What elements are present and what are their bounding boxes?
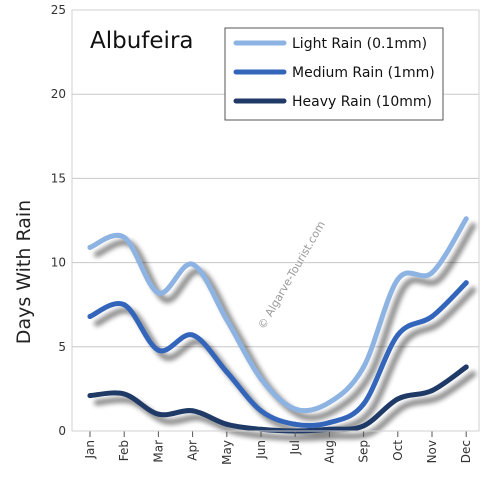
y-tick-label: 5 — [58, 340, 66, 354]
data-point — [429, 388, 435, 394]
data-point — [361, 401, 367, 407]
x-tick-label: Nov — [425, 440, 439, 463]
data-point — [121, 302, 127, 308]
series-shadow-3 — [94, 371, 477, 441]
y-axis-label: Days With Rain — [13, 200, 35, 344]
x-tick-label: Sep — [357, 440, 371, 463]
y-tick-label: 15 — [51, 171, 66, 185]
x-tick-label: Apr — [186, 440, 200, 461]
data-point — [258, 408, 264, 414]
data-point — [87, 393, 93, 399]
data-point — [429, 313, 435, 319]
chart-title: Albufeira — [90, 28, 194, 54]
x-tick-label: Dec — [459, 440, 473, 463]
data-point — [361, 364, 367, 370]
x-tick-label: Jul — [288, 440, 302, 455]
x-tick-label: Jan — [83, 440, 97, 460]
data-point — [190, 261, 196, 267]
data-point — [190, 408, 196, 414]
data-point — [361, 423, 367, 429]
data-point — [87, 313, 93, 319]
data-point — [292, 421, 298, 427]
series-line-2 — [87, 280, 469, 428]
data-point — [224, 369, 230, 375]
data-point — [292, 406, 298, 412]
data-point — [121, 234, 127, 240]
data-point — [190, 332, 196, 338]
data-point — [463, 216, 469, 222]
series-line-1 — [87, 216, 469, 414]
data-point — [155, 347, 161, 353]
data-point — [155, 411, 161, 417]
axes: 0 5 10 15 20 25 Jan Feb Mar Apr May Jun Jul Aug Sep Oct… — [51, 3, 473, 465]
data-point — [463, 364, 469, 370]
data-point — [395, 276, 401, 282]
x-tick-label: May — [220, 440, 234, 465]
y-tick-label: 0 — [58, 424, 66, 438]
y-tick-label: 25 — [51, 3, 66, 17]
data-point — [87, 244, 93, 250]
x-tick-label: Feb — [117, 440, 131, 461]
data-point — [155, 290, 161, 296]
x-tick-label: Aug — [322, 440, 336, 463]
data-point — [258, 376, 264, 382]
watermark-text: © Algarve-Tourist.com — [255, 219, 328, 332]
legend-label-1: Light Rain (0.1mm) — [292, 36, 427, 52]
x-tick-label: Mar — [151, 440, 165, 463]
series-shadow-2 — [94, 286, 477, 436]
x-tick-label: Oct — [391, 440, 405, 461]
data-point — [121, 391, 127, 397]
data-point — [463, 280, 469, 286]
y-tick-label: 10 — [51, 256, 66, 270]
data-point — [224, 421, 230, 427]
legend-label-2: Medium Rain (1mm) — [292, 65, 435, 81]
series-lines — [87, 216, 469, 434]
data-point — [224, 317, 230, 323]
y-tick-label: 20 — [51, 87, 66, 101]
data-point — [326, 399, 332, 405]
data-point — [326, 420, 332, 426]
data-point — [395, 332, 401, 338]
data-point — [429, 270, 435, 276]
x-tick-label: Jun — [254, 440, 268, 460]
plot-frame — [71, 9, 480, 432]
data-point — [395, 396, 401, 402]
legend: Light Rain (0.1mm) Medium Rain (1mm) Heavy… — [224, 27, 444, 121]
legend-label-3: Heavy Rain (10mm) — [292, 94, 432, 110]
